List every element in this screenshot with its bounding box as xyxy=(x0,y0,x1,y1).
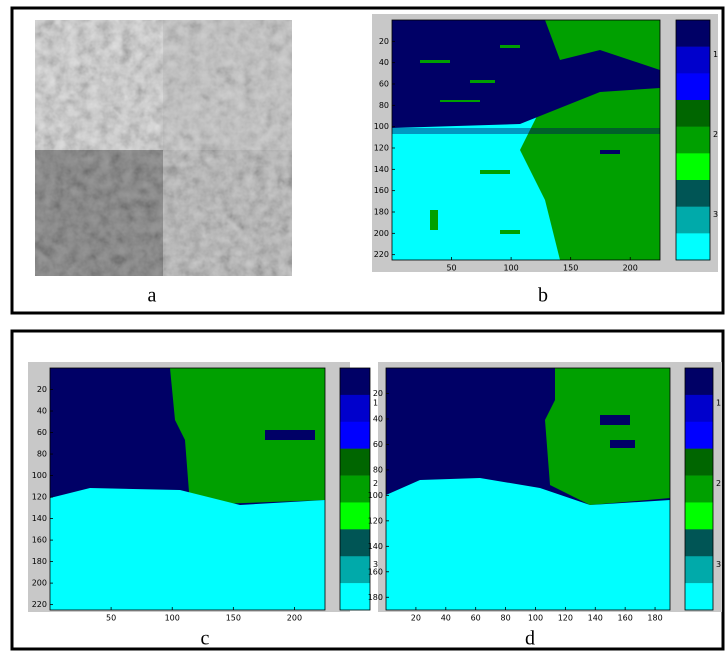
colorbar-label: 3 xyxy=(713,210,718,219)
texture-image xyxy=(35,20,292,276)
colorbar-cell xyxy=(676,153,710,180)
colorbar-cell xyxy=(676,207,710,234)
colorbar-cell xyxy=(685,476,713,503)
colorbar-cell xyxy=(676,47,710,74)
y-tick-label: 60 xyxy=(379,80,389,89)
x-tick-label: 160 xyxy=(618,614,633,623)
colorbar-cell xyxy=(676,127,710,154)
y-tick-label: 20 xyxy=(379,37,389,46)
y-tick-label: 160 xyxy=(374,186,389,195)
y-tick-label: 160 xyxy=(368,567,383,576)
y-tick-label: 60 xyxy=(37,428,47,437)
colorbar-cell xyxy=(685,395,713,422)
x-tick-label: 120 xyxy=(558,614,573,623)
colorbar-cell xyxy=(685,449,713,476)
y-tick-label: 140 xyxy=(368,542,383,551)
y-tick-label: 220 xyxy=(32,600,47,609)
y-tick-label: 100 xyxy=(368,491,383,500)
panel-label: c xyxy=(201,628,210,650)
x-tick-label: 60 xyxy=(471,614,481,623)
y-tick-label: 200 xyxy=(374,229,389,238)
y-tick-label: 40 xyxy=(379,58,389,67)
x-tick-label: 80 xyxy=(500,614,510,623)
y-tick-label: 220 xyxy=(374,250,389,259)
colorbar-cell xyxy=(685,556,713,583)
y-tick-label: 180 xyxy=(368,593,383,602)
y-tick-label: 120 xyxy=(368,516,383,525)
panel-label: d xyxy=(525,628,535,650)
colorbar-cell xyxy=(340,556,370,583)
y-tick-label: 120 xyxy=(374,144,389,153)
colorbar-cell xyxy=(676,100,710,127)
colorbar-label: 2 xyxy=(373,479,378,488)
colorbar-cell xyxy=(340,395,370,422)
x-tick-label: 150 xyxy=(563,264,578,273)
colorbar-cell xyxy=(340,368,370,395)
colorbar-label: 2 xyxy=(713,130,718,139)
y-tick-label: 160 xyxy=(32,536,47,545)
colorbar-cell xyxy=(685,583,713,610)
colorbar-label: 1 xyxy=(373,398,378,407)
colorbar-cell xyxy=(676,233,710,260)
figure: a 20406080100120140160180200220501001502… xyxy=(0,0,725,660)
colorbar-cell xyxy=(676,73,710,100)
x-tick-label: 200 xyxy=(623,264,638,273)
colorbar-label: 1 xyxy=(716,398,721,407)
y-tick-label: 20 xyxy=(373,389,383,398)
colorbar-cell xyxy=(685,368,713,395)
colorbar-cell xyxy=(685,529,713,556)
x-tick-label: 180 xyxy=(647,614,662,623)
y-tick-label: 120 xyxy=(32,493,47,502)
colorbar-cell xyxy=(340,502,370,529)
colorbar-cell xyxy=(340,476,370,503)
y-tick-label: 40 xyxy=(37,407,47,416)
y-tick-label: 140 xyxy=(374,165,389,174)
x-tick-label: 100 xyxy=(528,614,543,623)
x-tick-label: 40 xyxy=(441,614,451,623)
x-tick-label: 100 xyxy=(165,614,180,623)
colorbar-cell xyxy=(676,180,710,207)
colorbar-label: 3 xyxy=(716,560,721,569)
y-tick-label: 200 xyxy=(32,579,47,588)
x-tick-label: 20 xyxy=(411,614,421,623)
x-tick-label: 50 xyxy=(106,614,116,623)
colorbar-label: 2 xyxy=(716,479,721,488)
segmentation-map xyxy=(386,368,670,610)
colorbar-cell xyxy=(340,583,370,610)
panel-label: b xyxy=(538,285,548,307)
colorbar-cell xyxy=(340,422,370,449)
y-tick-label: 140 xyxy=(32,514,47,523)
colorbar-cell xyxy=(340,449,370,476)
colorbar-cell xyxy=(685,422,713,449)
x-tick-label: 50 xyxy=(446,264,456,273)
y-tick-label: 100 xyxy=(32,471,47,480)
y-tick-label: 80 xyxy=(379,101,389,110)
y-tick-label: 80 xyxy=(373,465,383,474)
x-tick-label: 200 xyxy=(287,614,302,623)
y-tick-label: 180 xyxy=(374,208,389,217)
x-tick-label: 140 xyxy=(588,614,603,623)
y-tick-label: 180 xyxy=(32,557,47,566)
y-tick-label: 20 xyxy=(37,385,47,394)
y-tick-label: 40 xyxy=(373,414,383,423)
y-tick-label: 60 xyxy=(373,440,383,449)
segmentation-map xyxy=(50,368,325,610)
panel-label: a xyxy=(148,285,157,307)
colorbar-label: 1 xyxy=(713,50,718,59)
y-tick-label: 100 xyxy=(374,122,389,131)
segmentation-map xyxy=(392,20,660,260)
x-tick-label: 100 xyxy=(503,264,518,273)
colorbar-cell xyxy=(685,502,713,529)
colorbar-cell xyxy=(676,20,710,47)
colorbar-cell xyxy=(340,529,370,556)
y-tick-label: 80 xyxy=(37,450,47,459)
x-tick-label: 150 xyxy=(226,614,241,623)
